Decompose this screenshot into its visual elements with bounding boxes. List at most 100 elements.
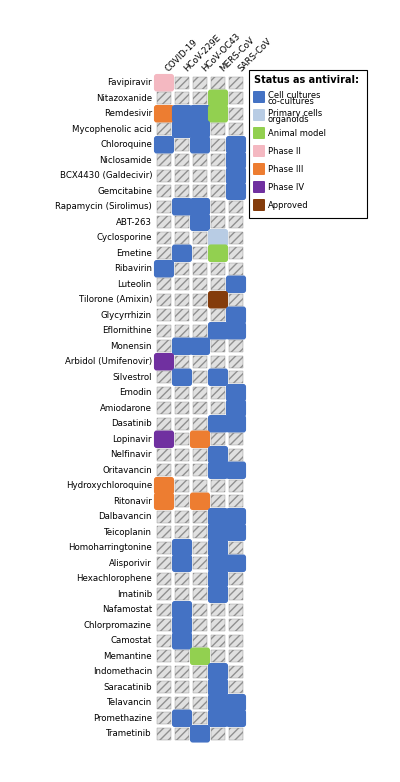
FancyBboxPatch shape xyxy=(190,136,210,153)
FancyBboxPatch shape xyxy=(193,465,207,476)
Text: Gemcitabine: Gemcitabine xyxy=(97,187,152,196)
FancyBboxPatch shape xyxy=(229,92,243,104)
Text: ABT-263: ABT-263 xyxy=(116,217,152,227)
FancyBboxPatch shape xyxy=(226,461,246,479)
FancyBboxPatch shape xyxy=(193,231,207,244)
Text: Dalbavancin: Dalbavancin xyxy=(98,512,152,522)
Text: Animal model: Animal model xyxy=(268,128,326,138)
FancyBboxPatch shape xyxy=(175,697,189,708)
FancyBboxPatch shape xyxy=(229,681,243,693)
FancyBboxPatch shape xyxy=(157,665,171,678)
FancyBboxPatch shape xyxy=(175,665,189,678)
Text: Phase IV: Phase IV xyxy=(268,182,304,192)
FancyBboxPatch shape xyxy=(157,170,171,181)
FancyBboxPatch shape xyxy=(226,384,246,401)
Text: organoids: organoids xyxy=(268,116,310,124)
FancyBboxPatch shape xyxy=(211,154,225,167)
Text: Oritavancin: Oritavancin xyxy=(102,466,152,475)
Text: Nelfinavir: Nelfinavir xyxy=(110,450,152,459)
FancyBboxPatch shape xyxy=(157,697,171,708)
FancyBboxPatch shape xyxy=(157,542,171,554)
Text: Telavancin: Telavancin xyxy=(107,698,152,707)
FancyBboxPatch shape xyxy=(193,310,207,321)
FancyBboxPatch shape xyxy=(157,124,171,135)
FancyBboxPatch shape xyxy=(157,340,171,352)
FancyBboxPatch shape xyxy=(190,647,210,665)
Text: Glycyrrhizin: Glycyrrhizin xyxy=(101,310,152,320)
FancyBboxPatch shape xyxy=(211,480,225,492)
FancyBboxPatch shape xyxy=(157,681,171,693)
Text: Remdesivir: Remdesivir xyxy=(104,109,152,118)
FancyBboxPatch shape xyxy=(193,635,207,647)
Text: Cyclosporine: Cyclosporine xyxy=(96,233,152,242)
FancyBboxPatch shape xyxy=(193,712,207,724)
FancyBboxPatch shape xyxy=(175,310,189,321)
FancyBboxPatch shape xyxy=(211,185,225,197)
FancyBboxPatch shape xyxy=(208,709,228,727)
Text: Emetine: Emetine xyxy=(116,249,152,258)
FancyBboxPatch shape xyxy=(226,554,246,572)
FancyBboxPatch shape xyxy=(157,604,171,615)
Text: Silvestrol: Silvestrol xyxy=(112,373,152,382)
FancyBboxPatch shape xyxy=(172,539,192,557)
FancyBboxPatch shape xyxy=(229,651,243,662)
FancyBboxPatch shape xyxy=(229,371,243,383)
FancyBboxPatch shape xyxy=(172,368,192,386)
FancyBboxPatch shape xyxy=(211,356,225,368)
FancyBboxPatch shape xyxy=(229,480,243,492)
FancyBboxPatch shape xyxy=(190,198,210,216)
FancyBboxPatch shape xyxy=(229,542,243,554)
FancyBboxPatch shape xyxy=(229,728,243,740)
Text: Teicoplanin: Teicoplanin xyxy=(104,528,152,536)
FancyBboxPatch shape xyxy=(208,694,228,712)
FancyBboxPatch shape xyxy=(211,170,225,181)
FancyBboxPatch shape xyxy=(193,371,207,383)
FancyBboxPatch shape xyxy=(175,449,189,461)
Text: Promethazine: Promethazine xyxy=(93,714,152,723)
Text: Phase II: Phase II xyxy=(268,146,301,156)
FancyBboxPatch shape xyxy=(157,185,171,197)
FancyBboxPatch shape xyxy=(190,120,210,138)
FancyBboxPatch shape xyxy=(193,558,207,569)
FancyBboxPatch shape xyxy=(211,310,225,321)
Text: MERS-CoV: MERS-CoV xyxy=(218,35,256,73)
FancyBboxPatch shape xyxy=(193,325,207,337)
FancyBboxPatch shape xyxy=(172,338,192,355)
FancyBboxPatch shape xyxy=(211,433,225,445)
Text: Niclosamide: Niclosamide xyxy=(99,156,152,165)
Text: Luteolin: Luteolin xyxy=(118,280,152,289)
Text: Alisporivir: Alisporivir xyxy=(109,559,152,568)
FancyBboxPatch shape xyxy=(190,493,210,510)
FancyBboxPatch shape xyxy=(253,127,265,139)
FancyBboxPatch shape xyxy=(154,74,174,91)
FancyBboxPatch shape xyxy=(175,480,189,492)
FancyBboxPatch shape xyxy=(175,217,189,228)
FancyBboxPatch shape xyxy=(157,247,171,259)
Bar xyxy=(249,70,367,218)
FancyBboxPatch shape xyxy=(172,554,192,572)
Text: Favipiravir: Favipiravir xyxy=(107,78,152,88)
Text: Saracatinib: Saracatinib xyxy=(103,683,152,692)
FancyBboxPatch shape xyxy=(157,231,171,244)
Text: Arbidol (Umifenovir): Arbidol (Umifenovir) xyxy=(65,357,152,366)
FancyBboxPatch shape xyxy=(193,278,207,290)
FancyBboxPatch shape xyxy=(193,697,207,708)
FancyBboxPatch shape xyxy=(175,154,189,167)
FancyBboxPatch shape xyxy=(193,449,207,461)
FancyBboxPatch shape xyxy=(229,124,243,135)
FancyBboxPatch shape xyxy=(208,586,228,603)
FancyBboxPatch shape xyxy=(157,310,171,321)
FancyBboxPatch shape xyxy=(208,322,228,339)
FancyBboxPatch shape xyxy=(154,105,174,123)
Text: Camostat: Camostat xyxy=(111,637,152,645)
Text: Approved: Approved xyxy=(268,200,309,210)
FancyBboxPatch shape xyxy=(208,508,228,526)
FancyBboxPatch shape xyxy=(208,105,228,123)
FancyBboxPatch shape xyxy=(193,294,207,306)
FancyBboxPatch shape xyxy=(157,418,171,429)
FancyBboxPatch shape xyxy=(193,542,207,554)
FancyBboxPatch shape xyxy=(211,604,225,615)
FancyBboxPatch shape xyxy=(193,92,207,104)
Text: Hydroxychloroquine: Hydroxychloroquine xyxy=(66,481,152,490)
FancyBboxPatch shape xyxy=(157,154,171,167)
